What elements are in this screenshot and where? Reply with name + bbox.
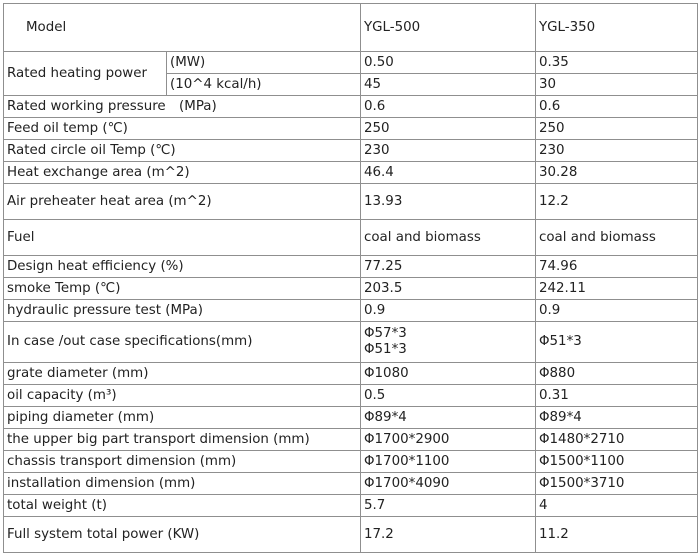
table-row: the upper big part transport dimension (… bbox=[3, 428, 698, 451]
cell-value: coal and biomass bbox=[360, 219, 536, 256]
table-row: chassis transport dimension (mm) Φ1700*1… bbox=[3, 450, 698, 473]
rated-heating-power-label: Rated heating power bbox=[3, 51, 167, 96]
cell-value: 4 bbox=[535, 494, 698, 517]
cell-value: 0.6 bbox=[360, 95, 536, 118]
header-model-a: YGL-500 bbox=[360, 3, 536, 52]
row-label: hydraulic pressure test (MPa) bbox=[3, 299, 361, 322]
row-label: Fuel bbox=[3, 219, 361, 256]
cell-value: Φ1500*1100 bbox=[535, 450, 698, 473]
cell-value: Φ1700*2900 bbox=[360, 428, 536, 451]
cell-value: 203.5 bbox=[360, 277, 536, 300]
cell-value: 45 bbox=[360, 73, 536, 96]
spec-table: Model YGL-500 YGL-350 Rated heating powe… bbox=[3, 3, 698, 553]
cell-value: 0.5 bbox=[360, 384, 536, 407]
row-label: Air preheater heat area (m^2) bbox=[3, 183, 361, 220]
table-row: Feed oil temp (℃) 250 250 bbox=[3, 117, 698, 140]
case-spec-in: Φ57*3 bbox=[364, 326, 407, 341]
case-spec-out: Φ51*3 bbox=[364, 342, 407, 357]
unit-label: (10^4 kcal/h) bbox=[166, 73, 361, 96]
table-row: Design heat efficiency (%) 77.25 74.96 bbox=[3, 255, 698, 278]
cell-value: 17.2 bbox=[360, 516, 536, 553]
cell-value: Φ1080 bbox=[360, 362, 536, 385]
table-row: Full system total power (KW) 17.2 11.2 bbox=[3, 516, 698, 553]
table-row: In case /out case specifications(mm) Φ57… bbox=[3, 321, 698, 363]
cell-value: Φ51*3 bbox=[535, 321, 698, 363]
cell-value: 230 bbox=[535, 139, 698, 162]
cell-value: 0.31 bbox=[535, 384, 698, 407]
cell-value: 30 bbox=[535, 73, 698, 96]
cell-value: Φ89*4 bbox=[360, 406, 536, 429]
cell-value: 30.28 bbox=[535, 161, 698, 184]
cell-value: coal and biomass bbox=[535, 219, 698, 256]
cell-value: Φ1480*2710 bbox=[535, 428, 698, 451]
row-label: grate diameter (mm) bbox=[3, 362, 361, 385]
cell-value: Φ1700*1100 bbox=[360, 450, 536, 473]
unit-label: (MW) bbox=[166, 51, 361, 74]
row-label: Feed oil temp (℃) bbox=[3, 117, 361, 140]
table-row: Rated heating power (MW) 0.50 0.35 bbox=[3, 51, 698, 96]
cell-value: 0.9 bbox=[535, 299, 698, 322]
table-row: installation dimension (mm) Φ1700*4090 Φ… bbox=[3, 472, 698, 495]
row-label: installation dimension (mm) bbox=[3, 472, 361, 495]
cell-value: 0.6 bbox=[535, 95, 698, 118]
cell-value: 11.2 bbox=[535, 516, 698, 553]
row-label: smoke Temp (℃) bbox=[3, 277, 361, 300]
row-label: Full system total power (KW) bbox=[3, 516, 361, 553]
row-label: oil capacity (m³) bbox=[3, 384, 361, 407]
table-row: Air preheater heat area (m^2) 13.93 12.2 bbox=[3, 183, 698, 220]
row-label: chassis transport dimension (mm) bbox=[3, 450, 361, 473]
cell-value: 74.96 bbox=[535, 255, 698, 278]
table-row: total weight (t) 5.7 4 bbox=[3, 494, 698, 517]
cell-value: 5.7 bbox=[360, 494, 536, 517]
table-row: Rated working pressure (MPa) 0.6 0.6 bbox=[3, 95, 698, 118]
cell-value: 0.50 bbox=[360, 51, 536, 74]
row-label: the upper big part transport dimension (… bbox=[3, 428, 361, 451]
cell-value: 0.9 bbox=[360, 299, 536, 322]
table-row: oil capacity (m³) 0.5 0.31 bbox=[3, 384, 698, 407]
header-row: Model YGL-500 YGL-350 bbox=[3, 3, 698, 52]
cell-value: Φ57*3 Φ51*3 bbox=[360, 321, 536, 363]
table-row: Fuel coal and biomass coal and biomass bbox=[3, 219, 698, 256]
cell-value: 13.93 bbox=[360, 183, 536, 220]
cell-value: Φ1500*3710 bbox=[535, 472, 698, 495]
cell-value: 46.4 bbox=[360, 161, 536, 184]
cell-value: 242.11 bbox=[535, 277, 698, 300]
row-label: Design heat efficiency (%) bbox=[3, 255, 361, 278]
table-row: smoke Temp (℃) 203.5 242.11 bbox=[3, 277, 698, 300]
row-label: total weight (t) bbox=[3, 494, 361, 517]
cell-value: Φ89*4 bbox=[535, 406, 698, 429]
table-row: Rated circle oil Temp (℃) 230 230 bbox=[3, 139, 698, 162]
row-label: In case /out case specifications(mm) bbox=[3, 321, 361, 363]
header-label: Model bbox=[3, 3, 361, 52]
cell-value: Φ1700*4090 bbox=[360, 472, 536, 495]
cell-value: 12.2 bbox=[535, 183, 698, 220]
cell-value: 250 bbox=[535, 117, 698, 140]
row-label: Heat exchange area (m^2) bbox=[3, 161, 361, 184]
header-model-b: YGL-350 bbox=[535, 3, 698, 52]
row-label: piping diameter (mm) bbox=[3, 406, 361, 429]
table-row: hydraulic pressure test (MPa) 0.9 0.9 bbox=[3, 299, 698, 322]
cell-value: 230 bbox=[360, 139, 536, 162]
cell-value: Φ880 bbox=[535, 362, 698, 385]
cell-value: 77.25 bbox=[360, 255, 536, 278]
row-label: Rated circle oil Temp (℃) bbox=[3, 139, 361, 162]
table-row: Heat exchange area (m^2) 46.4 30.28 bbox=[3, 161, 698, 184]
cell-value: 0.35 bbox=[535, 51, 698, 74]
cell-value: 250 bbox=[360, 117, 536, 140]
row-label: Rated working pressure (MPa) bbox=[3, 95, 361, 118]
table-row: grate diameter (mm) Φ1080 Φ880 bbox=[3, 362, 698, 385]
table-row: piping diameter (mm) Φ89*4 Φ89*4 bbox=[3, 406, 698, 429]
